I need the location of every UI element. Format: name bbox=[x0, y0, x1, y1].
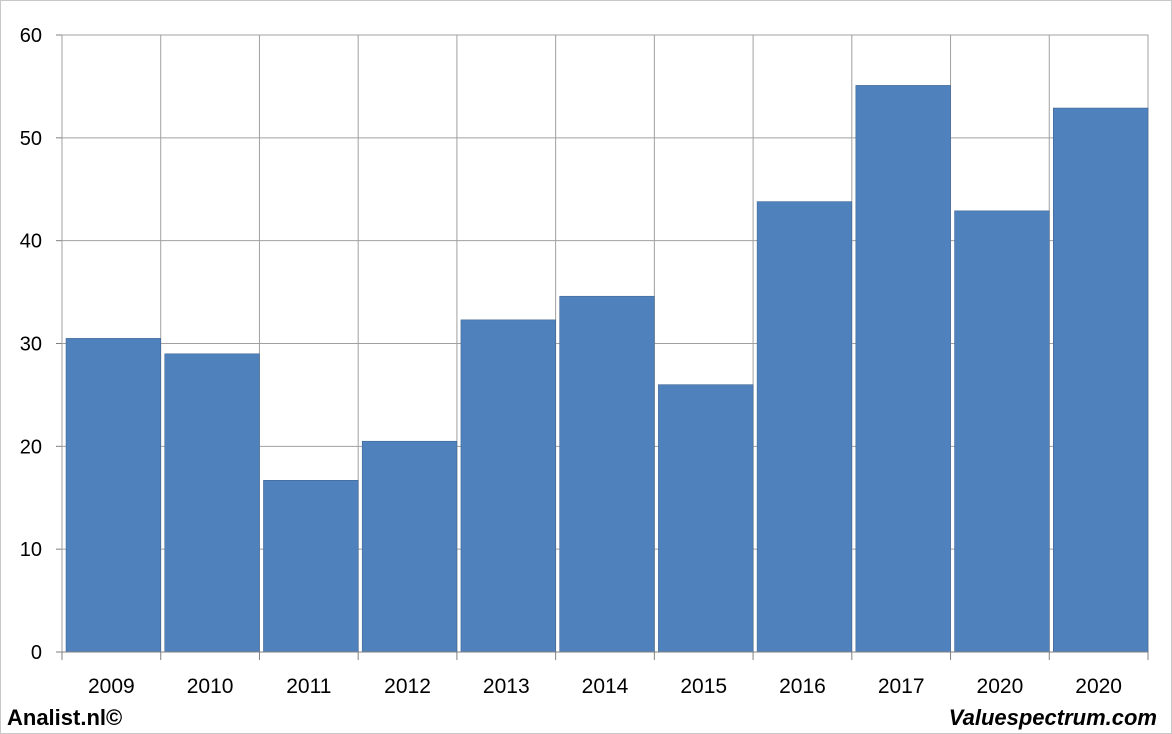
bar bbox=[855, 85, 951, 653]
y-tick-label: 50 bbox=[20, 128, 42, 150]
x-tick-label: 2014 bbox=[582, 675, 629, 698]
bar bbox=[263, 480, 359, 653]
y-tick-label: 10 bbox=[20, 539, 42, 561]
bar bbox=[756, 201, 853, 653]
y-tick-label: 40 bbox=[20, 231, 42, 253]
bar-chart: 0 10 20 30 40 50 60 2009 2010 2011 2012 2013 2014 201… bbox=[20, 25, 1149, 698]
bar bbox=[164, 353, 260, 653]
y-tick-label: 20 bbox=[20, 436, 42, 458]
y-tick-label: 0 bbox=[31, 642, 42, 664]
x-tick-label: 2020 bbox=[977, 675, 1024, 698]
x-tick-label: 2017 bbox=[878, 675, 925, 698]
bar bbox=[460, 319, 556, 653]
x-tick-label: 2015 bbox=[680, 675, 727, 698]
bar bbox=[658, 384, 754, 653]
bar bbox=[65, 338, 161, 653]
watermark-credit: Valuespectrum.com bbox=[948, 705, 1157, 730]
source-credit: Analist.nl© bbox=[7, 705, 123, 730]
x-tick-label: 2010 bbox=[187, 675, 234, 698]
bar bbox=[559, 295, 655, 653]
x-tick-label: 2009 bbox=[88, 675, 135, 698]
bar bbox=[361, 440, 458, 653]
x-tick-label: 2013 bbox=[483, 675, 530, 698]
x-tick-label: 2020 bbox=[1075, 675, 1122, 698]
x-tick-label: 2011 bbox=[286, 675, 331, 698]
y-tick-label: 30 bbox=[20, 334, 42, 356]
x-tick-label: 2016 bbox=[779, 675, 826, 698]
x-tick-label: 2012 bbox=[384, 675, 431, 698]
y-tick-label: 60 bbox=[20, 25, 42, 47]
bar bbox=[954, 210, 1050, 653]
bar bbox=[1053, 107, 1149, 653]
